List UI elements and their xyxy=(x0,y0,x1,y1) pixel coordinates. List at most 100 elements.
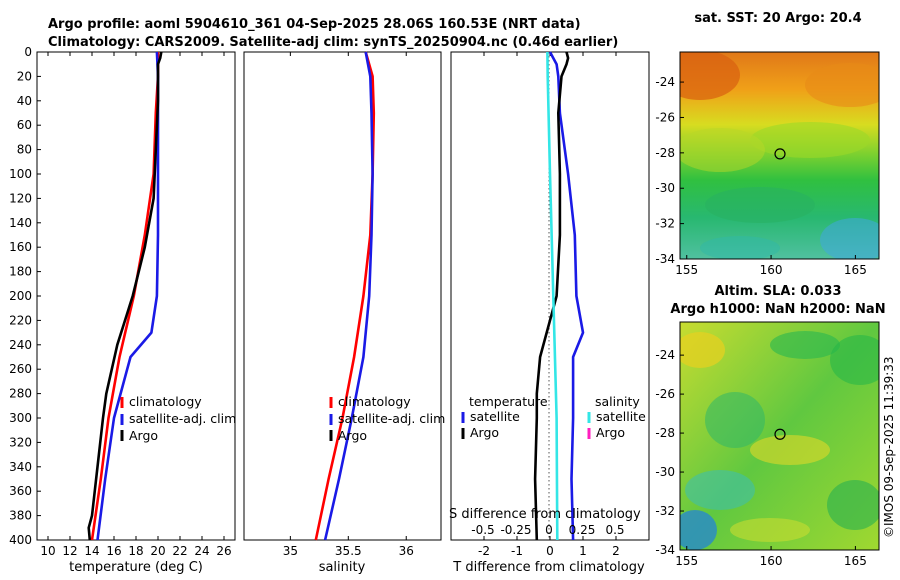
y-tick-label: 40 xyxy=(17,94,32,108)
y-tick-label: 320 xyxy=(9,435,32,449)
sst-map-image xyxy=(680,52,879,259)
y-tick-label: 260 xyxy=(9,362,32,376)
difference-series xyxy=(533,51,585,541)
s-tick: -0.25 xyxy=(500,523,531,537)
legend-t-satellite-label: satellite xyxy=(470,409,520,424)
sla-map-frame xyxy=(679,321,880,551)
header-line-1: Argo profile: aoml 5904610_361 04-Sep-20… xyxy=(48,17,581,32)
x-tick-label: 1 xyxy=(579,544,587,558)
legend-climatology-label: climatology xyxy=(338,394,411,409)
series-line-climatology xyxy=(314,51,376,541)
y-tick-label: 280 xyxy=(9,387,32,401)
lat-tick-label: -24 xyxy=(655,348,675,362)
legend-salinity-header: salinity xyxy=(595,394,640,409)
legend-satellite-label: satellite-adj. clim xyxy=(338,411,445,426)
x-tick-label: 16 xyxy=(106,544,121,558)
s-difference-label: S difference from climatology xyxy=(449,507,641,522)
x-tick-label: -1 xyxy=(511,544,523,558)
sla-map-image xyxy=(680,322,879,550)
header-line-2: Climatology: CARS2009. Satellite-adj cli… xyxy=(48,35,618,50)
sst-map-panel: sat. SST: 20 Argo: 20.4 155 160 165 -24 -26 -… xyxy=(655,11,880,277)
x-tick-label: 10 xyxy=(40,544,55,558)
sst-map-axes: 155 160 165 -24 -26 -28 -30 -32 -34 xyxy=(655,75,866,277)
y-tick-label: 20 xyxy=(17,69,32,83)
legend-argo-label: Argo xyxy=(129,428,158,443)
temperature-axes-frame xyxy=(36,51,236,541)
legend-argo-label: Argo xyxy=(338,428,367,443)
y-tick-label: 360 xyxy=(9,484,32,498)
lat-tick-label: -32 xyxy=(655,504,675,518)
lon-tick-label: 165 xyxy=(844,554,867,568)
y-tick-label: 0 xyxy=(24,45,32,59)
y-tick-label: 240 xyxy=(9,338,32,352)
s-tick: -0.5 xyxy=(471,523,494,537)
lat-tick-label: -30 xyxy=(655,181,675,195)
series-line-satellite-adj-clim xyxy=(323,51,374,541)
lon-tick-label: 160 xyxy=(760,554,783,568)
y-tick-label: 380 xyxy=(9,509,32,523)
salinity-series xyxy=(314,51,376,541)
x-tick-label: 22 xyxy=(172,544,187,558)
y-tick-label: 300 xyxy=(9,411,32,425)
y-tick-label: 120 xyxy=(9,191,32,205)
x-tick-label: -2 xyxy=(478,544,490,558)
y-tick-label: 340 xyxy=(9,460,32,474)
salinity-axes-frame xyxy=(243,51,442,541)
x-tick-label: 2 xyxy=(612,544,620,558)
depth-axis: 0 20 40 60 80 100 120 140 160 180 200 220 240 260 280 3… xyxy=(9,45,41,547)
x-tick-label: 20 xyxy=(150,544,165,558)
y-tick-label: 180 xyxy=(9,265,32,279)
lat-tick-label: -24 xyxy=(655,75,675,89)
sla-map-panel: Altim. SLA: 0.033 Argo h1000: NaN h2000:… xyxy=(655,284,885,568)
temperature-panel: 0 20 40 60 80 100 120 140 160 180 200 220 240 260 280 3… xyxy=(9,45,236,575)
series-line-satellite-adj-clim xyxy=(96,51,160,541)
x-tick-label: 18 xyxy=(128,544,143,558)
lat-tick-label: -30 xyxy=(655,465,675,479)
temperature-series xyxy=(87,51,163,541)
y-tick-label: 80 xyxy=(17,143,32,157)
s-tick: 0 xyxy=(545,523,553,537)
s-difference-ticks: -0.5 -0.25 0 0.25 0.5 xyxy=(471,523,624,537)
salinity-x-axis: 35 35.5 36 xyxy=(283,52,414,558)
s-tick: 0.5 xyxy=(605,523,624,537)
salinity-panel: 35 35.5 36 salinity climatology satellite-… xyxy=(243,51,445,575)
x-tick-label: 35.5 xyxy=(335,544,362,558)
lon-tick-label: 160 xyxy=(760,263,783,277)
lat-tick-label: -34 xyxy=(655,252,675,266)
y-tick-label: 140 xyxy=(9,216,32,230)
argo-position-marker xyxy=(774,428,786,440)
x-tick-label: 0 xyxy=(546,544,554,558)
legend-temperature-header: temperature xyxy=(469,394,548,409)
series-line-climatology xyxy=(90,52,160,541)
sst-map-title: sat. SST: 20 Argo: 20.4 xyxy=(694,11,861,26)
lat-tick-label: -26 xyxy=(655,387,675,401)
argo-position-marker xyxy=(774,148,786,160)
lat-tick-label: -34 xyxy=(655,543,675,557)
series-line-temperature-satellite xyxy=(548,51,585,541)
x-tick-label: 35 xyxy=(283,544,298,558)
legend-s-argo-label: Argo xyxy=(596,425,625,440)
sla-map-title-2: Argo h1000: NaN h2000: NaN xyxy=(670,302,885,317)
y-tick-label: 220 xyxy=(9,313,32,327)
temperature-legend: climatology satellite-adj. clim Argo xyxy=(120,394,236,443)
sst-map-frame xyxy=(679,51,880,260)
x-tick-label: 12 xyxy=(62,544,77,558)
y-tick-label: 60 xyxy=(17,118,32,132)
temperature-x-label: temperature (deg C) xyxy=(69,560,203,575)
y-tick-label: 200 xyxy=(9,289,32,303)
legend-t-argo-label: Argo xyxy=(470,425,499,440)
sla-map-axes: 155 160 165 -24 -26 -28 -30 -32 -34 xyxy=(655,348,866,568)
legend-climatology-label: climatology xyxy=(129,394,202,409)
y-tick-label: 160 xyxy=(9,240,32,254)
sla-map-title-1: Altim. SLA: 0.033 xyxy=(715,284,842,299)
x-tick-label: 14 xyxy=(84,544,99,558)
difference-legend: temperature satellite Argo salinity sate… xyxy=(461,394,646,440)
salinity-x-label: salinity xyxy=(319,560,366,575)
legend-satellite-label: satellite-adj. clim xyxy=(129,411,236,426)
series-line-argo xyxy=(87,51,163,541)
imos-timestamp: ©IMOS 09-Sep-2025 11:39:33 xyxy=(882,356,896,538)
temperature-x-axis: 10 12 14 16 18 20 22 24 26 xyxy=(40,52,232,558)
lon-tick-label: 165 xyxy=(844,263,867,277)
lat-tick-label: -32 xyxy=(655,217,675,231)
